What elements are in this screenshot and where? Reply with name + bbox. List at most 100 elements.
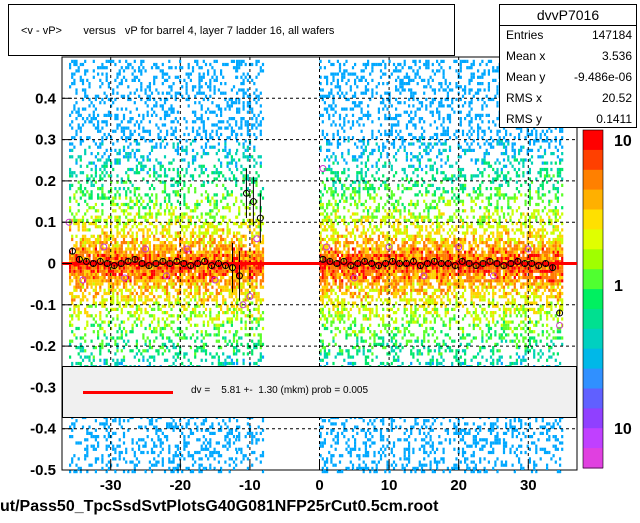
heatmap-cell (116, 107, 119, 111)
heatmap-cell (222, 272, 225, 276)
heatmap-cell (242, 457, 245, 461)
heatmap-cell (168, 196, 171, 200)
heatmap-cell (334, 190, 337, 194)
heatmap-cell (200, 212, 203, 216)
heatmap-cell (133, 59, 136, 63)
heatmap-cell (103, 66, 106, 70)
heatmap-cell (228, 97, 231, 102)
heatmap-cell (135, 171, 138, 175)
heatmap-cell (172, 129, 175, 133)
heatmap-cell (92, 244, 95, 248)
heatmap-cell (213, 85, 216, 89)
heatmap-cell (176, 466, 179, 470)
heatmap-cell (196, 266, 199, 270)
heatmap-cell (81, 256, 85, 261)
heatmap-cell (131, 234, 134, 238)
heatmap-cell (148, 291, 151, 296)
heatmap-cell (246, 225, 249, 229)
heatmap-cell (73, 276, 76, 280)
heatmap-cell (187, 301, 190, 305)
heatmap-cell (228, 250, 231, 254)
heatmap-cell (172, 304, 175, 308)
heatmap-cell (213, 250, 216, 254)
heatmap-cell (97, 215, 100, 219)
heatmap-cell (146, 97, 149, 102)
heatmap-cell (99, 145, 102, 149)
heatmap-cell (232, 352, 236, 356)
heatmap-cell (196, 346, 199, 350)
heatmap-cell (97, 241, 100, 245)
heatmap-cell (321, 253, 324, 257)
heatmap-cell (330, 250, 333, 254)
heatmap-cell (148, 212, 151, 216)
heatmap-cell (142, 228, 145, 232)
heatmap-cell (88, 276, 91, 280)
heatmap-cell (116, 222, 119, 226)
heatmap-cell (103, 196, 106, 200)
heatmap-cell (230, 260, 233, 264)
heatmap-cell (112, 199, 115, 203)
heatmap-cell (88, 463, 91, 467)
heatmap-cell (251, 450, 254, 455)
heatmap-cell (189, 311, 192, 315)
heatmap-cell (159, 279, 162, 283)
heatmap-cell (332, 97, 335, 102)
heatmap-cell (71, 295, 74, 299)
heatmap-cell (75, 129, 78, 133)
heatmap-cell (150, 422, 154, 426)
heatmap-cell (73, 62, 76, 67)
heatmap-cell (148, 269, 151, 273)
heatmap-cell (97, 234, 100, 238)
heatmap-cell (323, 266, 326, 270)
heatmap-cell (88, 279, 91, 283)
heatmap-cell (261, 342, 265, 346)
heatmap-cell (127, 269, 130, 273)
heatmap-cell (99, 352, 102, 356)
heatmap-cell (107, 82, 110, 86)
heatmap-cell (176, 234, 179, 238)
heatmap-cell (217, 126, 220, 130)
heatmap-cell (77, 441, 80, 445)
heatmap-cell (334, 174, 337, 178)
heatmap-cell (242, 234, 245, 238)
heatmap-cell (228, 136, 231, 140)
heatmap-cell (86, 180, 89, 184)
heatmap-cell (328, 59, 331, 63)
heatmap-cell (236, 266, 239, 270)
heatmap-cell (207, 253, 210, 257)
heatmap-cell (103, 361, 106, 366)
heatmap-cell (116, 225, 119, 229)
heatmap-cell (326, 228, 329, 232)
heatmap-cell (332, 256, 335, 261)
heatmap-cell (118, 196, 121, 200)
heatmap-cell (71, 435, 74, 439)
heatmap-cell (135, 187, 138, 191)
heatmap-cell (198, 298, 201, 302)
heatmap-cell (84, 260, 87, 264)
heatmap-cell (194, 209, 197, 213)
heatmap-cell (153, 145, 156, 149)
heatmap-cell (259, 91, 262, 95)
heatmap-cell (183, 444, 186, 448)
heatmap-cell (255, 247, 258, 251)
heatmap-cell (129, 330, 132, 334)
heatmap-cell (94, 419, 97, 423)
heatmap-cell (211, 237, 214, 242)
heatmap-cell (321, 206, 324, 210)
heatmap-cell (69, 228, 72, 232)
heatmap-cell (255, 361, 258, 366)
heatmap-cell (209, 311, 212, 315)
heatmap-cell (323, 225, 326, 229)
heatmap-cell (90, 120, 93, 124)
heatmap-cell (144, 69, 147, 73)
heatmap-cell (202, 276, 205, 280)
heatmap-cell (198, 132, 201, 137)
heatmap-cell (148, 466, 151, 470)
heatmap-cell (259, 336, 262, 340)
heatmap-cell (97, 330, 100, 334)
heatmap-cell (135, 237, 138, 242)
heatmap-cell (187, 187, 190, 191)
heatmap-cell (105, 72, 108, 76)
heatmap-cell (236, 358, 239, 362)
heatmap-cell (255, 295, 258, 299)
